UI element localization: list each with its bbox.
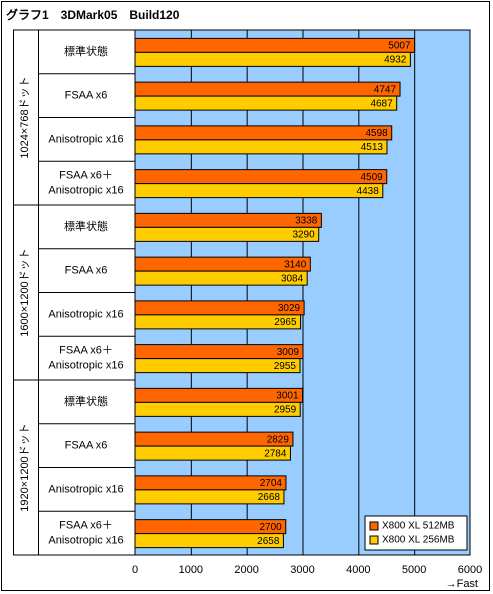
category-label: FSAA x6 bbox=[65, 265, 108, 277]
x-tick-label: 6000 bbox=[458, 564, 482, 576]
category-label: 標準状態 bbox=[64, 44, 108, 58]
x-axis-note: →Fast bbox=[446, 578, 478, 590]
data-label: 2700 bbox=[260, 522, 283, 533]
data-label: 2658 bbox=[257, 536, 280, 547]
bar-series-1 bbox=[134, 37, 416, 53]
data-label: 2668 bbox=[258, 492, 281, 503]
legend-label: X800 XL 256MB bbox=[382, 535, 455, 546]
data-label: 4747 bbox=[374, 84, 397, 95]
category-label: 標準状態 bbox=[64, 394, 108, 408]
data-label: 2829 bbox=[267, 434, 290, 445]
bar-series-1 bbox=[134, 125, 393, 141]
legend bbox=[364, 515, 468, 551]
data-label: 2955 bbox=[274, 361, 297, 372]
data-label: 3001 bbox=[276, 391, 299, 402]
bar-series-2 bbox=[134, 445, 291, 461]
bar-series-2 bbox=[134, 358, 301, 374]
legend-label: X800 XL 512MB bbox=[382, 521, 455, 532]
bar-series-2 bbox=[134, 533, 284, 549]
category-label: Anisotropic x16 bbox=[48, 308, 123, 320]
category-label: FSAA x6 bbox=[65, 440, 108, 452]
legend-swatch bbox=[369, 521, 379, 531]
data-label: 3084 bbox=[281, 273, 304, 284]
data-label: 4687 bbox=[370, 98, 393, 109]
data-label: 3338 bbox=[295, 216, 318, 227]
category-label: Anisotropic x16 bbox=[48, 483, 123, 495]
data-label: 4598 bbox=[365, 128, 388, 139]
group-label: 1920×1200ドット bbox=[19, 423, 31, 511]
x-tick-label: 2000 bbox=[234, 564, 258, 576]
data-label: 2784 bbox=[264, 448, 287, 459]
data-label: 3140 bbox=[284, 259, 307, 270]
bar-series-2 bbox=[134, 489, 285, 505]
x-tick-label: 1000 bbox=[179, 564, 203, 576]
bar-series-1 bbox=[134, 169, 388, 185]
group-label: 1024×768ドット bbox=[19, 76, 31, 158]
bar-series-2 bbox=[134, 401, 301, 417]
category-label: Anisotropic x16 bbox=[48, 360, 123, 372]
legend-swatch bbox=[369, 535, 379, 545]
bar-series-2 bbox=[134, 51, 411, 67]
category-label: Anisotropic x16 bbox=[48, 133, 123, 145]
x-tick-label: 3000 bbox=[290, 564, 314, 576]
data-label: 4509 bbox=[361, 172, 384, 183]
data-label: 5007 bbox=[388, 41, 411, 52]
data-label: 2965 bbox=[274, 317, 297, 328]
bar-series-1 bbox=[134, 212, 322, 228]
bar-series-2 bbox=[134, 139, 388, 155]
category-label: FSAA x6＋ bbox=[59, 345, 113, 357]
bar-series-2 bbox=[134, 270, 308, 286]
bar-series-2 bbox=[134, 183, 384, 199]
chart-title: グラフ1 3DMark05 Build120 bbox=[6, 8, 180, 22]
data-label: 2959 bbox=[274, 405, 297, 416]
x-tick-label: 5000 bbox=[402, 564, 426, 576]
category-label: Anisotropic x16 bbox=[48, 535, 123, 547]
bar-series-2 bbox=[134, 226, 320, 242]
data-label: 3290 bbox=[292, 230, 315, 241]
category-label: Anisotropic x16 bbox=[48, 185, 123, 197]
data-label: 4932 bbox=[384, 55, 407, 66]
category-label: FSAA x6＋ bbox=[59, 170, 113, 182]
data-label: 3029 bbox=[278, 303, 301, 314]
category-label: FSAA x6 bbox=[65, 90, 108, 102]
x-tick-label: 4000 bbox=[346, 564, 370, 576]
group-label: 1600×1200ドット bbox=[19, 248, 31, 336]
data-label: 2704 bbox=[260, 478, 283, 489]
x-tick-label: 0 bbox=[132, 564, 138, 576]
bar-series-2 bbox=[134, 95, 398, 111]
data-label: 3009 bbox=[277, 347, 300, 358]
data-label: 4513 bbox=[361, 142, 384, 153]
bar-series-2 bbox=[134, 314, 302, 330]
data-label: 4438 bbox=[357, 186, 380, 197]
category-label: 標準状態 bbox=[64, 219, 108, 233]
bar-series-1 bbox=[134, 81, 401, 97]
category-label: FSAA x6＋ bbox=[59, 520, 113, 532]
